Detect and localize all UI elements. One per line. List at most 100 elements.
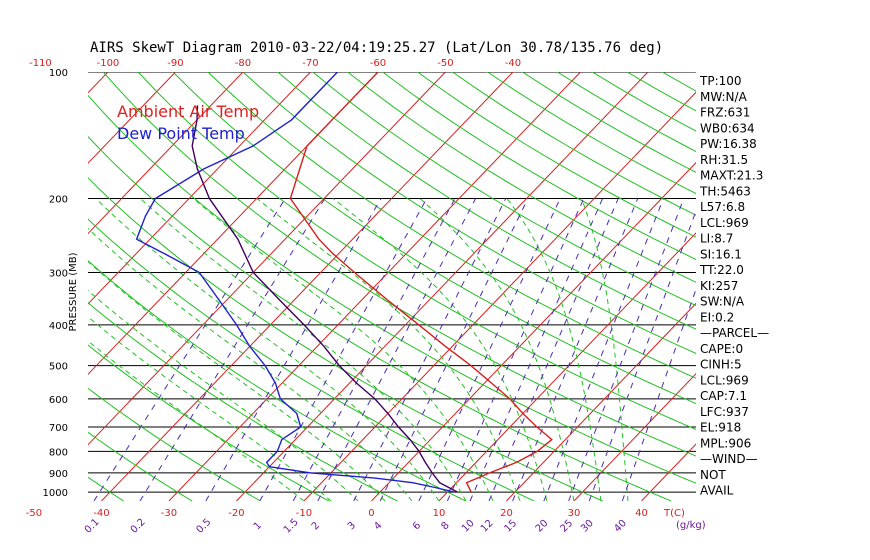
stability-index-label: TT:22.0 [699,263,744,277]
pressure-tick-label: 700 [49,423,68,434]
moist-adiabat-line [256,198,521,501]
mixing-ratio-tick-label: 0.5 [195,517,214,536]
mixing-ratio-tick-label: 0.2 [129,517,148,536]
isotherm-line [88,72,109,94]
stability-index-label: SW:N/A [700,295,745,309]
stability-index-label: LCL:969 [700,216,749,230]
parcel-line [191,105,458,493]
dry-adiabat-line [88,344,330,501]
stability-index-label: RH:31.5 [700,153,748,167]
mixing-ratio-line [446,198,585,501]
mixing-ratio-line [543,198,664,501]
mixing-ratio-tick-label: 6 [411,520,423,532]
mixing-ratio-line [259,198,428,501]
dry-adiabat-line [417,72,696,238]
stability-index-label: AVAIL [700,484,734,498]
moist-adiabat-line [193,198,494,501]
isotherm-line [371,161,696,501]
mixing-ratio-tick-label: 4 [372,520,384,532]
mixing-ratio-tick-label: 1 [252,520,264,532]
dry-adiabat-line [88,218,535,501]
isotherm-line [0,72,40,501]
dry-adiabat-line [88,94,696,484]
x-axis-label-mixing: (g/kg) [676,520,706,531]
pressure-tick-label: 800 [49,447,68,458]
stability-index-label: MPL:906 [700,436,751,450]
mixing-ratio-tick-label: 12 [479,518,496,535]
stability-index-label: FRZ:631 [700,106,750,120]
isotherm-line [776,72,870,501]
stability-index-label: LCL:969 [700,373,749,387]
mixing-ratio-line [292,198,456,501]
y-axis-label: PRESSURE (MB) [68,252,79,331]
moist-adiabat-line [88,227,413,501]
dry-adiabat-line [88,431,193,501]
pressure-tick-label: 900 [49,469,68,480]
dry-adiabat-line [88,135,672,501]
stability-index-label: TP:100 [699,74,742,88]
pressure-tick-label: 100 [49,68,68,79]
top-temp-tick-label: -80 [235,58,251,69]
dry-adiabat-line [207,72,696,379]
stability-index-label: PW:16.38 [700,137,757,151]
grid-lines [0,72,870,501]
dry-adiabat-line [88,302,398,501]
profile-series [135,72,553,493]
mixing-ratio-tick-label: 30 [579,518,596,535]
top-temp-tick-label: -70 [302,58,318,69]
mixing-ratio-line [205,198,382,501]
dry-adiabat-line [312,72,696,307]
legend-air-temp: Ambient Air Temp [117,102,259,121]
stability-index-label: CINH:5 [700,358,742,372]
stability-index-label: MAXT:21.3 [700,169,763,183]
dry-adiabat-line [277,72,696,330]
stability-index-label: L57:6.8 [700,200,745,214]
isotherm-line [88,72,244,235]
mixing-ratio-line [353,198,507,501]
moist-adiabat-line [88,260,386,501]
bottom-temp-tick-label: -30 [161,508,177,519]
mixing-ratio-line [488,198,619,501]
dry-adiabat-line [487,72,696,195]
pressure-tick-label: 600 [49,395,68,406]
air-temp-line [289,72,553,493]
mixing-ratio-tick-label: 0.1 [83,517,102,536]
dry-adiabat-line [102,72,696,457]
dry-adiabat-line [347,72,696,283]
axis-labels: 1002003004005006007008009001000-120-110-… [26,58,648,536]
top-temp-tick-label: -50 [437,58,453,69]
dry-adiabat-line [88,387,261,501]
bottom-temp-tick-label: 10 [433,508,446,519]
stability-index-label: CAPE:0 [700,342,743,356]
stability-index-label: TH:5463 [699,184,751,198]
pressure-tick-label: 300 [49,268,68,279]
mixing-ratio-tick-label: 1.5 [282,517,301,536]
dry-adiabat-line [172,72,696,405]
mixing-ratio-line [379,198,529,501]
bottom-temp-tick-label: 40 [635,508,648,519]
mixing-ratio-line [317,198,477,501]
isotherm-line [438,232,696,501]
mixing-ratio-tick-label: 3 [346,520,358,532]
stability-index-label: EI:0.2 [700,310,734,324]
dry-adiabat-line [88,260,467,501]
stability-index-label: LFC:937 [700,405,749,419]
stability-index-label: LI:8.7 [700,232,733,246]
top-temp-tick-label: -60 [370,58,386,69]
moist-adiabat-line [140,198,467,501]
dew-point-line [135,72,455,493]
dry-adiabat-line [661,72,696,92]
moist-adiabat-line [95,198,440,501]
isotherm-line [88,72,176,164]
isotherm-line [101,72,514,501]
mixing-ratio-line [469,198,604,501]
mixing-ratio-tick-label: 25 [559,518,576,535]
moist-adiabat-line [419,198,575,501]
mixing-ratio-tick-label: 40 [612,518,629,535]
mixing-ratio-tick-label: 2 [310,520,322,532]
isotherm-line [506,302,696,501]
pressure-tick-label: 500 [49,362,68,373]
top-temp-tick-label: -110 [29,58,52,69]
